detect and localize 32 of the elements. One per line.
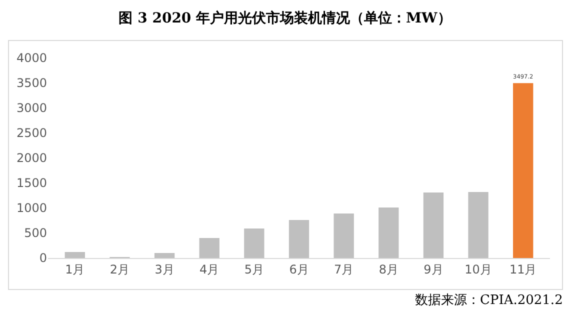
bar — [378, 208, 399, 258]
x-tick-label: 11月 — [509, 262, 537, 276]
y-tick-label: 3000 — [16, 101, 47, 116]
source-note: 数据来源：CPIA.2021.2 — [415, 293, 563, 308]
y-tick-label: 1000 — [16, 201, 47, 216]
x-tick-label: 8月 — [378, 262, 398, 276]
bar — [64, 252, 85, 258]
y-tick-label: 0 — [39, 251, 47, 266]
x-tick-label: 10月 — [464, 262, 492, 276]
y-tick-label: 3500 — [16, 76, 47, 90]
x-tick-label: 4月 — [200, 262, 220, 276]
bar — [513, 83, 534, 258]
y-tick-label: 500 — [24, 226, 47, 240]
bar — [199, 238, 220, 258]
y-tick-label: 2000 — [16, 151, 47, 166]
bar — [288, 220, 310, 258]
x-tick-label: 7月 — [334, 262, 354, 276]
y-tick-label: 1500 — [16, 176, 47, 190]
y-tick-label: 4000 — [16, 51, 47, 66]
y-tick-label: 2500 — [16, 126, 47, 140]
bar — [334, 214, 354, 258]
bar — [468, 192, 488, 258]
x-tick-label: 5月 — [244, 262, 264, 276]
chart-title: 图 3 2020 年户用光伏市场装机情况（单位：MW） — [118, 10, 452, 27]
x-tick-label: 3月 — [154, 262, 174, 276]
bar — [423, 192, 444, 258]
x-tick-label: 9月 — [424, 262, 444, 276]
x-tick-label: 1月 — [65, 262, 85, 276]
x-tick-label: 6月 — [289, 262, 309, 276]
x-tick-label: 2月 — [110, 262, 130, 276]
bar — [154, 253, 175, 258]
bar — [244, 228, 264, 258]
